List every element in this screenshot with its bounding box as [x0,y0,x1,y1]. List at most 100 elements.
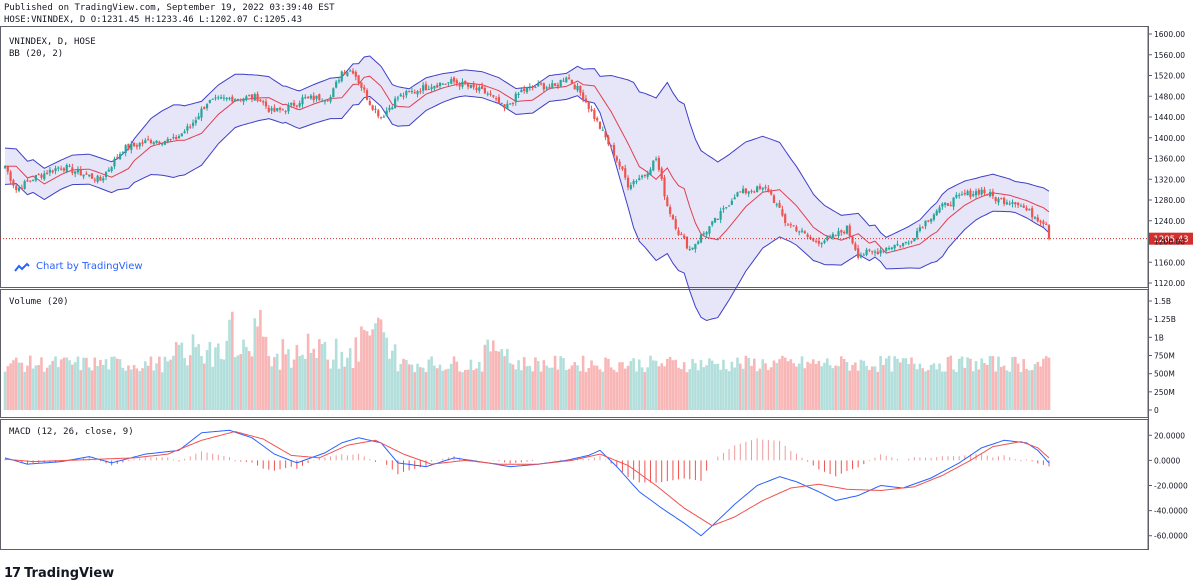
candle-body [871,251,874,253]
candle-body [416,91,419,95]
candle-body [559,79,562,87]
volume-bar [983,362,986,410]
candle-body [256,93,259,101]
candle-body [304,97,307,99]
price-pane[interactable]: 1205.43 [0,55,1193,322]
candle-body [102,178,105,181]
volume-bar [898,362,902,410]
candle-body [851,236,854,244]
candle-body [1033,217,1037,219]
volume-bar [351,368,355,410]
candle-body [913,238,916,242]
candle-body [587,101,590,109]
volume-bar [640,367,644,410]
volume-bar [1022,359,1026,410]
candle-body [419,91,422,93]
candle-body [276,108,279,111]
candle-body [85,173,88,175]
volume-tick-label: 250M [1154,388,1175,397]
candle-body [896,244,899,246]
volume-bar [508,363,512,410]
volume-bar [124,370,127,410]
volume-bar [158,356,161,410]
volume-bar [275,353,279,410]
volume-bar [932,363,936,410]
volume-bar [623,368,627,410]
volume-bar [9,363,12,410]
candle-body [12,180,15,186]
price-tick-label: 1480.00 [1154,92,1185,101]
candle-body [938,207,941,213]
candle-body [567,77,571,79]
candle-body [31,179,35,181]
volume-bar [382,332,386,410]
volume-bar [236,355,240,410]
candle-body [761,187,764,190]
candle-body [301,97,304,105]
candle-body [124,145,127,153]
volume-bar [59,359,63,410]
volume-bar [480,371,484,410]
candle-body [483,88,487,94]
volume-bar [407,364,411,410]
candle-body [107,169,110,172]
candle-body [82,174,85,177]
volume-bar [362,329,366,410]
candle-body [618,161,621,167]
volume-pane[interactable] [3,309,1051,410]
candle-body [180,133,183,137]
candle-body [104,172,108,177]
chart-canvas[interactable]: 1205.43 1600.00 1560.00 1520.00 1480.00 1440… [0,26,1200,551]
macd-pane[interactable] [4,429,1050,537]
volume-bar [943,371,947,410]
volume-bar [758,368,762,410]
candle-body [321,101,324,103]
volume-bar [222,359,226,410]
volume-bar [489,351,492,410]
volume-bar [71,364,74,410]
candle-body [309,95,313,99]
volume-bar [127,365,130,410]
candle-body [337,80,341,82]
volume-bar [797,363,801,410]
macd-tick-label: 0.0000 [1154,456,1180,465]
volume-bar [865,365,868,410]
candle-body [17,187,21,191]
candle-body [427,89,430,91]
ohlc-line: HOSE:VNINDEX, D O:1231.45 H:1233.46 L:12… [4,15,303,25]
candle-body [997,198,1000,203]
volume-bar [753,358,756,410]
volume-bar [904,358,908,410]
candle-body [579,85,582,93]
candle-body [741,188,745,194]
candle-body [15,185,18,191]
volume-bar [284,354,287,410]
volume-bar [601,371,605,410]
pane-frames [0,26,1149,550]
candle-body [175,137,178,140]
volume-bar [607,358,610,410]
volume-bar [278,369,282,410]
candle-body [284,111,287,113]
candle-body [596,118,599,121]
candle-body [744,188,748,193]
candle-body [974,191,978,196]
candle-body [326,99,329,101]
volume-bar [466,369,470,410]
candle-body [517,93,520,95]
candle-body [158,141,161,144]
candle-body [910,241,913,243]
watermark-text: Chart by TradingView [36,261,143,272]
volume-bar [500,349,504,410]
chart-by-tradingview-link[interactable]: Chart by TradingView [14,261,143,272]
volume-bar [45,367,49,410]
candle-body [671,215,675,220]
volume-bar [393,344,397,410]
volume-bar [323,341,327,410]
volume-bar [463,370,467,410]
candle-body [480,85,484,89]
volume-bar [618,362,621,410]
volume-bar [840,356,843,410]
volume-bar [915,369,919,410]
candle-body [593,110,596,119]
